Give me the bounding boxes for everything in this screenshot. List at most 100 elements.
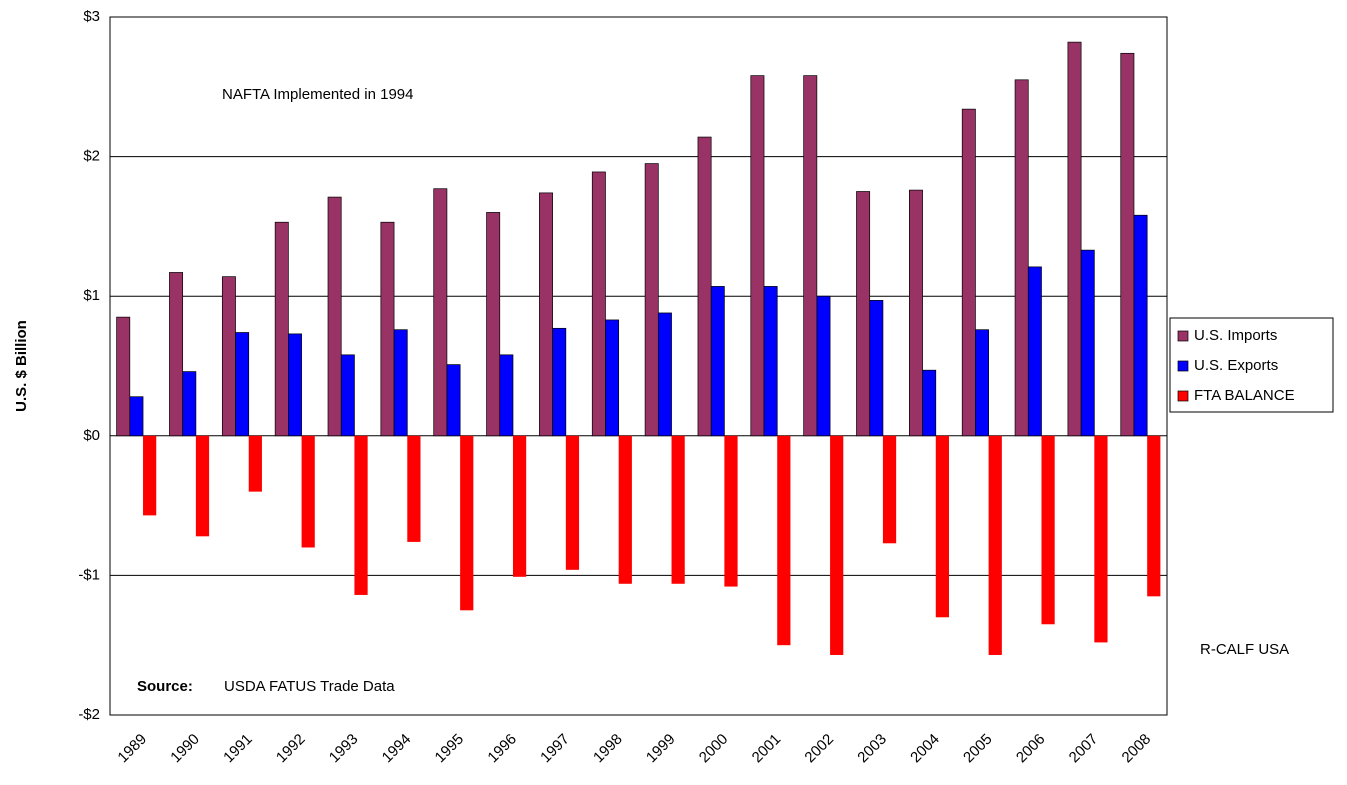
bar — [407, 435, 421, 542]
x-tick-label: 1998 — [590, 731, 626, 767]
bar — [340, 354, 355, 437]
bar — [988, 435, 1002, 655]
x-tick-label: 1994 — [379, 731, 415, 767]
bar — [591, 171, 606, 437]
bar — [803, 75, 818, 437]
x-tick-label: 1997 — [537, 731, 573, 767]
x-tick-label: 2008 — [1119, 731, 1155, 767]
legend-label: FTA BALANCE — [1194, 387, 1295, 404]
legend-box — [1169, 317, 1334, 413]
x-tick-label: 2007 — [1066, 731, 1102, 767]
bar — [552, 327, 567, 437]
bar — [169, 272, 184, 437]
bar — [1120, 52, 1135, 437]
x-tick-label: 1995 — [432, 731, 468, 767]
y-tick-label: $1 — [83, 287, 100, 304]
bar — [657, 312, 672, 437]
bar — [393, 329, 408, 437]
x-tick-label: 1999 — [643, 731, 679, 767]
bar — [1067, 41, 1082, 437]
legend-label: U.S. Imports — [1194, 327, 1277, 344]
x-tick-label: 2006 — [1013, 731, 1049, 767]
bar — [1147, 435, 1161, 597]
legend-label: U.S. Exports — [1194, 357, 1278, 374]
bar — [221, 276, 236, 437]
bar — [763, 286, 778, 437]
bar — [235, 332, 250, 437]
bar — [644, 163, 659, 437]
y-axis-label: U.S. $ Billion — [13, 320, 30, 412]
bar — [671, 435, 685, 584]
x-tick-label: 1992 — [273, 731, 309, 767]
x-tick-label: 1996 — [484, 731, 520, 767]
bar — [380, 221, 395, 437]
bar — [777, 435, 791, 646]
bar — [1027, 266, 1042, 437]
bar — [486, 212, 501, 437]
bar — [327, 196, 342, 437]
x-tick-label: 2005 — [960, 731, 996, 767]
bar — [869, 300, 884, 437]
bar — [539, 192, 553, 437]
x-tick-label: 2004 — [907, 731, 943, 767]
bar — [618, 435, 632, 584]
bar — [433, 188, 448, 437]
y-tick-label: $3 — [83, 8, 100, 25]
y-tick-label: $2 — [83, 148, 100, 165]
bar — [182, 371, 197, 437]
legend-swatch — [1177, 330, 1189, 342]
bar — [195, 435, 210, 537]
plot-border — [109, 16, 1168, 716]
bar — [512, 435, 527, 577]
bar — [301, 435, 315, 548]
bar — [143, 435, 157, 516]
x-tick-label: 2003 — [854, 731, 890, 767]
x-tick-label: 1989 — [114, 731, 150, 767]
bar — [1014, 79, 1029, 437]
bar — [116, 316, 131, 437]
y-tick-label: -$2 — [78, 706, 100, 723]
bar — [499, 354, 514, 437]
bar — [724, 435, 738, 587]
bar — [816, 295, 831, 437]
bar — [750, 75, 765, 437]
bar — [354, 435, 368, 595]
annotation: NAFTA Implemented in 1994 — [222, 86, 413, 103]
bar — [248, 435, 262, 492]
bar — [565, 435, 580, 570]
bar — [909, 189, 923, 437]
bar — [129, 396, 144, 437]
source-text: USDA FATUS Trade Data — [224, 678, 395, 695]
x-tick-label: 2000 — [696, 731, 732, 767]
bar — [1094, 435, 1108, 643]
x-tick-label: 1990 — [167, 731, 203, 767]
source-label: Source: — [137, 678, 193, 695]
x-tick-label: 2002 — [801, 731, 837, 767]
bar — [961, 108, 976, 437]
legend-swatch — [1177, 390, 1189, 402]
bar — [1133, 214, 1148, 437]
y-tick-label: $0 — [83, 427, 100, 444]
bar — [710, 286, 725, 437]
bar — [856, 191, 871, 437]
bar — [935, 435, 949, 618]
y-tick-label: -$1 — [78, 566, 100, 583]
bar — [882, 435, 897, 544]
bar — [460, 435, 474, 611]
credit: R-CALF USA — [1200, 641, 1289, 658]
x-tick-label: 1991 — [220, 731, 256, 767]
bar — [697, 136, 712, 437]
bar — [605, 319, 620, 437]
bar — [446, 364, 461, 437]
bar — [1080, 249, 1095, 437]
bar — [830, 435, 844, 655]
x-tick-label: 1993 — [326, 731, 362, 767]
bar — [975, 329, 989, 437]
bar — [288, 333, 302, 437]
x-tick-label: 2001 — [749, 731, 785, 767]
legend-swatch — [1177, 360, 1189, 372]
bar — [1041, 435, 1055, 625]
legend: U.S. Imports U.S. Exports FTA BALANCE — [1169, 317, 1334, 413]
bar — [274, 221, 289, 437]
